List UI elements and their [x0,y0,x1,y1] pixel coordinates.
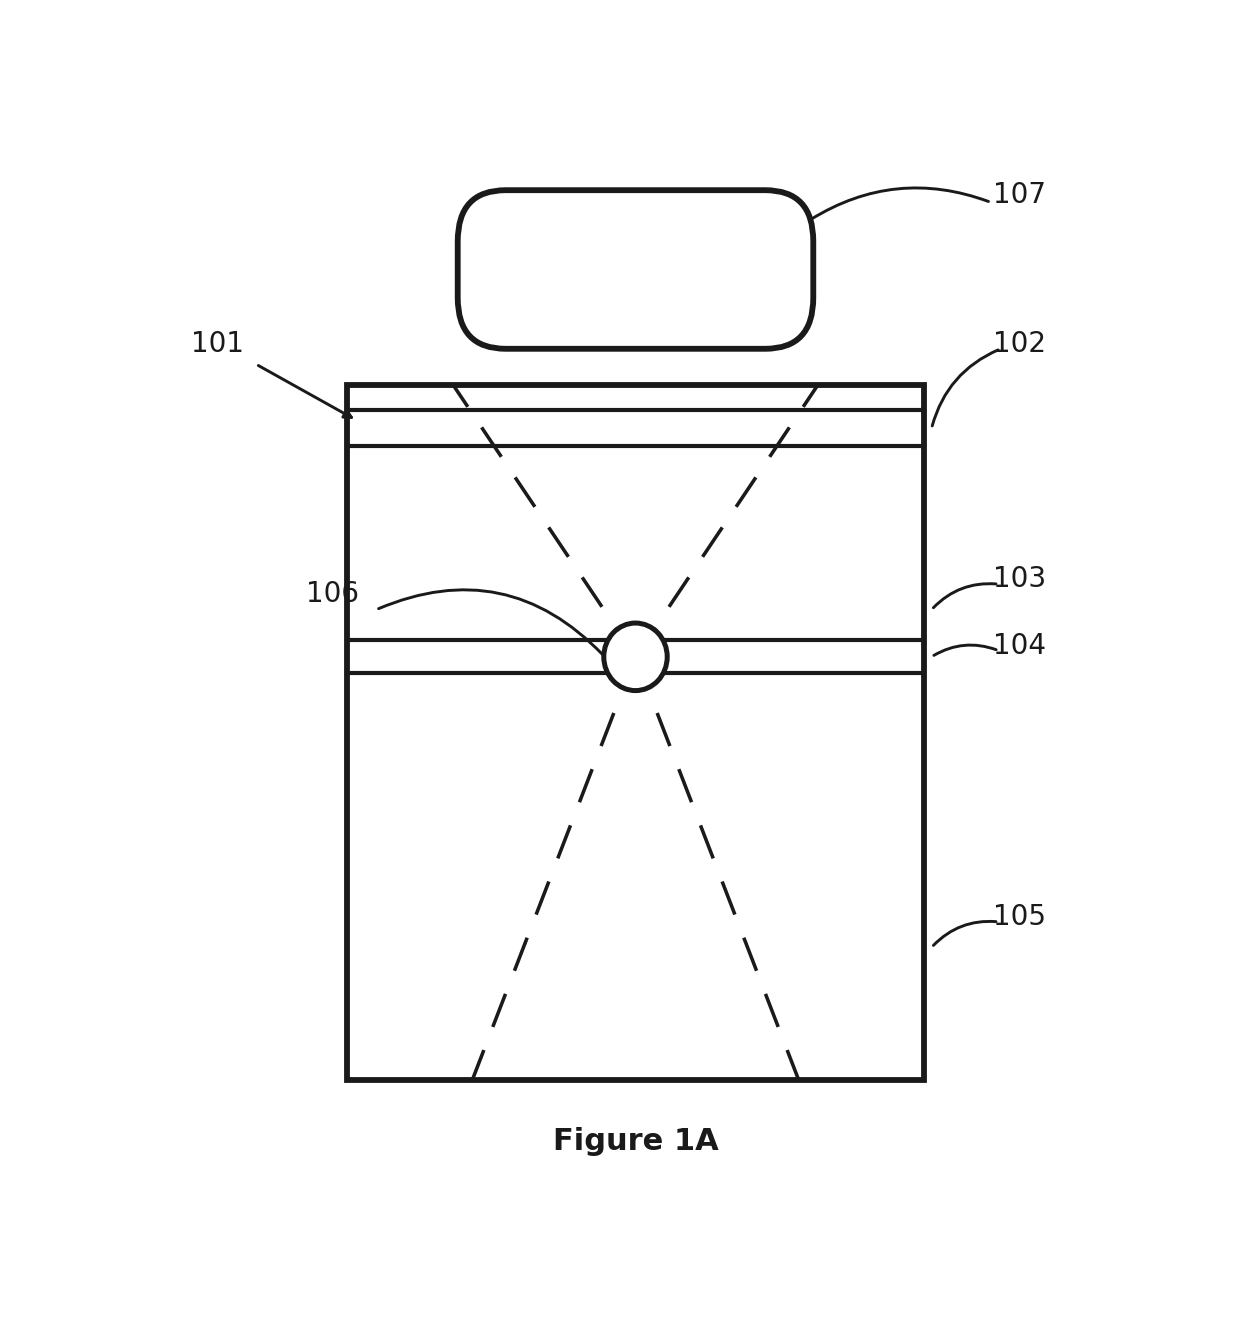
Text: 102: 102 [993,330,1047,358]
Bar [347,384,924,1080]
FancyBboxPatch shape [458,190,813,348]
Text: 103: 103 [993,565,1047,593]
Text: 105: 105 [993,902,1047,930]
Text: 104: 104 [993,631,1047,659]
Text: 107: 107 [993,181,1047,209]
Ellipse shape [604,623,667,691]
Text: Figure 1A: Figure 1A [553,1127,718,1156]
Text: 106: 106 [306,581,360,609]
Text: 101: 101 [191,330,244,358]
